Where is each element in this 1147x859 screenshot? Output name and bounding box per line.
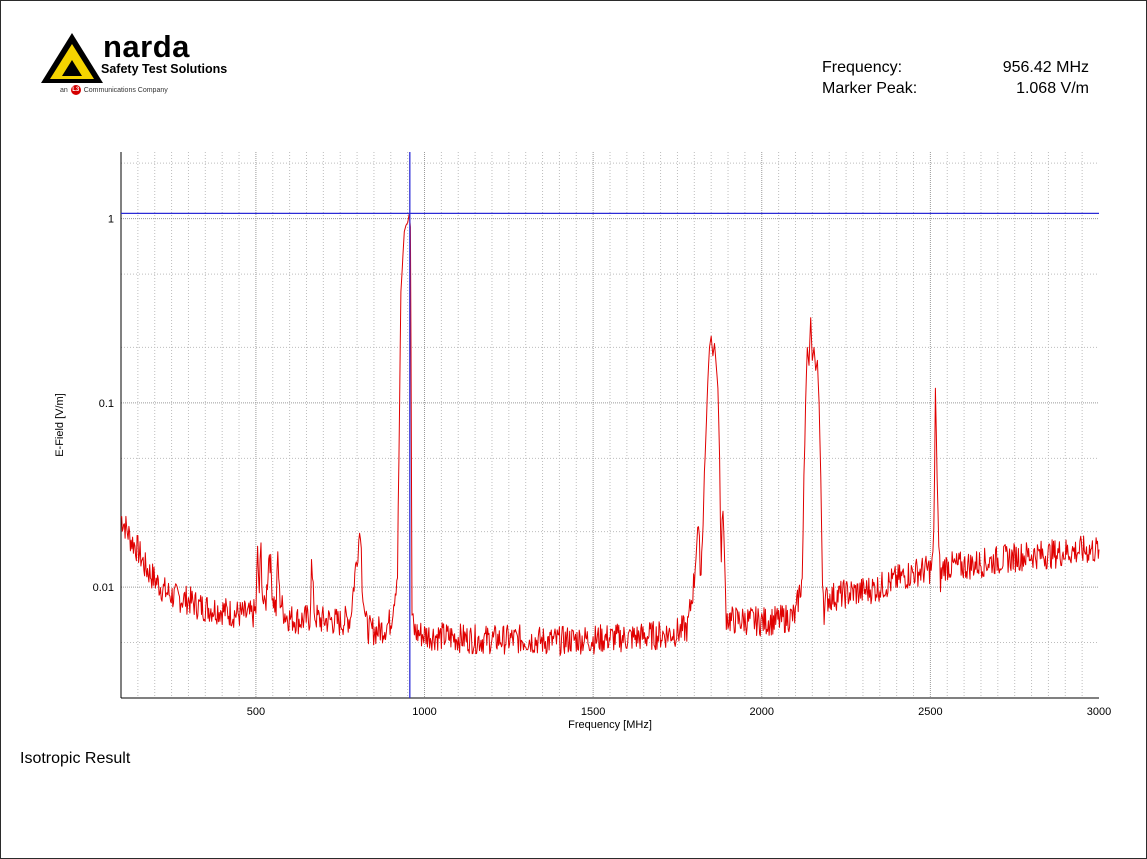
x-axis-title: Frequency [MHz]	[568, 719, 652, 731]
x-tick-label: 3000	[1087, 706, 1111, 718]
frequency-label: Frequency:	[822, 59, 903, 76]
x-tick-label: 1000	[412, 706, 436, 718]
x-tick-label: 500	[247, 706, 265, 718]
warning-triangle-icon	[41, 33, 103, 83]
brand-tagline: Safety Test Solutions	[101, 62, 228, 76]
result-title: Isotropic Result	[20, 750, 131, 767]
x-tick-label: 1500	[581, 706, 605, 718]
company-suffix: Communications Company	[83, 86, 168, 94]
y-tick-label: 0.01	[93, 582, 114, 594]
x-tick-label: 2000	[750, 706, 774, 718]
y-tick-label: 1	[108, 214, 114, 226]
brand-name: narda	[103, 29, 190, 64]
marker-peak-label: Marker Peak:	[822, 80, 918, 97]
y-axis-title: E-Field [V/m]	[54, 393, 66, 457]
narda-logo: narda Safety Test Solutions an L3 Commun…	[40, 30, 260, 100]
company-prefix: an	[60, 86, 68, 94]
frequency-value: 956.42 MHz	[1002, 59, 1089, 76]
x-tick-label: 2500	[918, 706, 942, 718]
marker-peak-value: 1.068 V/m	[1016, 80, 1089, 97]
y-tick-label: 0.1	[99, 398, 114, 410]
brand-company: an L3 Communications Company	[60, 85, 168, 95]
series-line-0	[120, 212, 1100, 656]
l3-badge-icon: L3	[70, 85, 81, 95]
